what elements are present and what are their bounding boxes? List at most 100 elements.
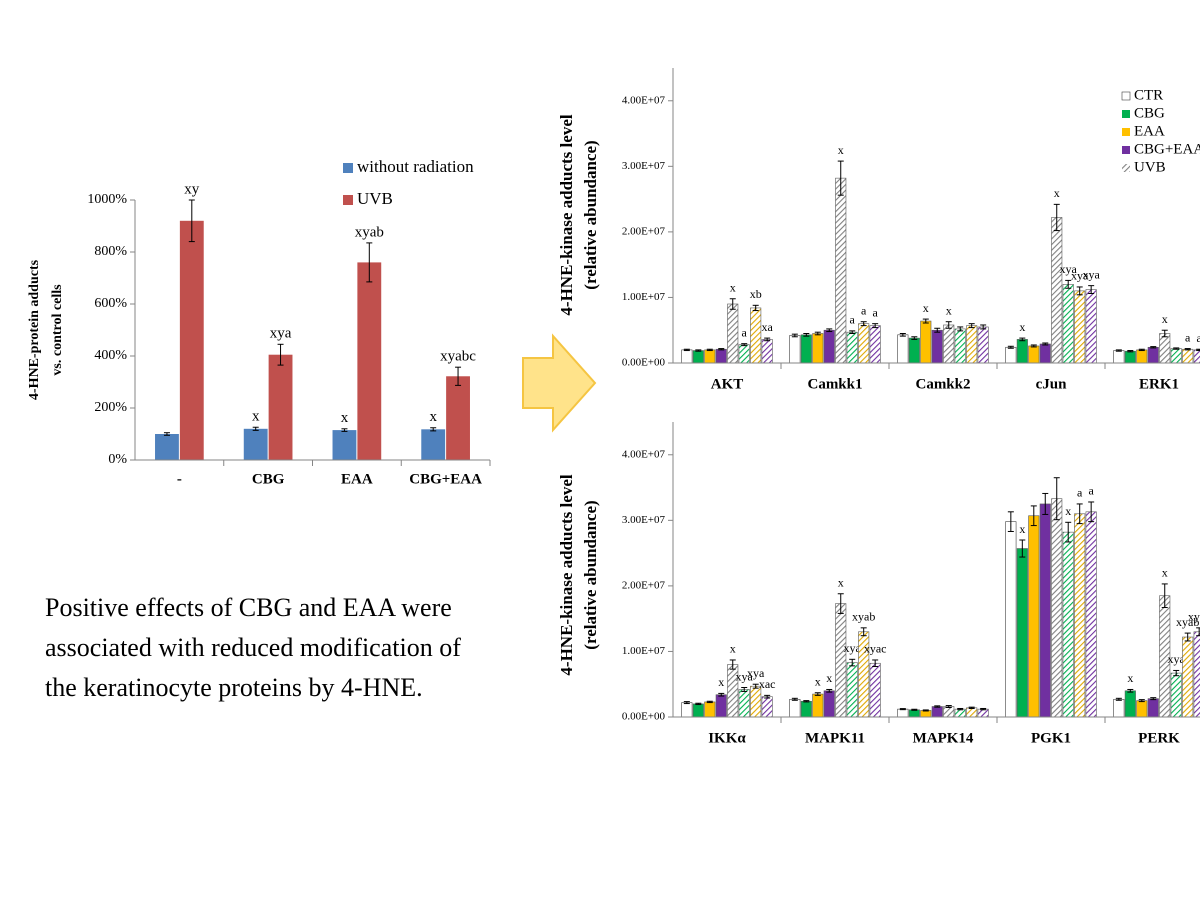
- bar: [908, 709, 920, 718]
- x-tick-label: PERK: [1138, 730, 1180, 746]
- error-bar: [1138, 348, 1145, 352]
- bar: [1159, 333, 1171, 364]
- error-bar: [752, 683, 759, 689]
- bar: [738, 689, 750, 718]
- annotation: x: [1065, 504, 1071, 518]
- y-axis-label: vs. control cells: [50, 284, 65, 376]
- body-text: the keratinocyte proteins by 4-HNE.: [45, 673, 423, 702]
- annotation: x: [1019, 320, 1025, 334]
- error-bar: [718, 692, 725, 697]
- error-bar: [911, 336, 918, 340]
- annotation: x: [838, 576, 844, 590]
- error-bar: [1196, 627, 1200, 637]
- body-text: associated with reduced modification of: [45, 633, 461, 662]
- bar: [1062, 531, 1074, 718]
- y-tick-label: 4.00E+07: [622, 448, 666, 460]
- annotation: x: [341, 410, 349, 426]
- error-bar: [1184, 348, 1191, 351]
- error-bar: [1053, 477, 1060, 521]
- error-bar: [934, 327, 941, 333]
- x-tick-label: AKT: [711, 376, 744, 392]
- x-tick-label: Camkk1: [807, 376, 862, 392]
- error-bar: [899, 708, 906, 711]
- bar: [268, 354, 293, 460]
- y-tick-label: 2.00E+07: [622, 579, 666, 591]
- bar: [1074, 513, 1086, 718]
- error-bar: [1088, 285, 1095, 295]
- error-bar: [1173, 347, 1180, 350]
- bar: [1193, 631, 1200, 718]
- bar: [835, 177, 847, 364]
- bar: [761, 696, 773, 718]
- bar: [1113, 350, 1125, 364]
- bar: [823, 690, 835, 718]
- annotation: x: [923, 301, 929, 315]
- bar: [977, 326, 989, 364]
- annotation: xyab: [355, 224, 384, 240]
- bar: [357, 262, 382, 460]
- error-bar: [980, 707, 987, 711]
- error-bar: [1065, 279, 1072, 289]
- error-bar: [1053, 203, 1060, 232]
- bar: [931, 706, 943, 718]
- bar: [715, 694, 727, 718]
- error-bar: [764, 694, 771, 699]
- error-bar: [1161, 329, 1168, 338]
- error-bar: [1161, 583, 1168, 609]
- y-tick-label: 1000%: [87, 192, 127, 207]
- annotation: x: [826, 671, 832, 685]
- y-tick-label: 3.00E+07: [622, 160, 666, 172]
- annotation: x: [946, 303, 952, 317]
- error-bar: [729, 298, 736, 310]
- error-bar: [1065, 521, 1072, 543]
- error-bar: [1007, 345, 1014, 349]
- error-bar: [718, 348, 725, 351]
- annotation: xya: [1060, 262, 1078, 276]
- error-bar: [814, 692, 821, 696]
- error-bar: [1173, 669, 1180, 677]
- error-bar: [741, 687, 748, 692]
- bar: [1016, 548, 1028, 718]
- bar: [1039, 343, 1051, 364]
- annotation: x: [1054, 186, 1060, 200]
- annotation: x: [838, 143, 844, 157]
- y-tick-label: 1.00E+07: [622, 291, 666, 303]
- error-bar: [188, 199, 195, 243]
- annotation: a: [742, 325, 748, 339]
- y-tick-label: 0%: [108, 452, 127, 467]
- annotation: a: [850, 313, 856, 327]
- bar: [897, 334, 909, 364]
- error-bar: [1076, 286, 1083, 296]
- y-axis-label: 4-HNE-protein adducts: [27, 259, 42, 400]
- bar: [692, 703, 704, 718]
- bar: [1085, 511, 1097, 718]
- error-bar: [695, 702, 702, 706]
- annotation: x: [252, 409, 260, 425]
- legend-label: CBG: [1134, 105, 1165, 121]
- bar: [789, 335, 801, 364]
- y-tick-label: 600%: [94, 296, 127, 311]
- bar: [1147, 346, 1159, 364]
- bar: [715, 348, 727, 364]
- annotation: xya: [1071, 269, 1089, 283]
- bar: [750, 307, 762, 364]
- x-tick-label: MAPK11: [805, 730, 865, 746]
- error-bar: [872, 659, 879, 668]
- bar: [1182, 636, 1194, 718]
- annotation: xy: [184, 181, 200, 197]
- annotation: x: [730, 281, 736, 295]
- error-bar: [1042, 492, 1049, 515]
- annotation: a: [1185, 330, 1191, 344]
- bar: [1170, 672, 1182, 718]
- x-tick-label: EAA: [341, 471, 373, 487]
- legend-label: UVB: [357, 189, 393, 208]
- error-bar: [849, 658, 856, 667]
- annotation: x: [1019, 522, 1025, 536]
- x-tick-label: IKKα: [708, 730, 746, 746]
- error-bar: [980, 324, 987, 330]
- bar: [1193, 349, 1200, 364]
- error-bar: [683, 348, 690, 352]
- error-bar: [1127, 688, 1134, 693]
- bar: [846, 331, 858, 364]
- bar: [1113, 698, 1125, 718]
